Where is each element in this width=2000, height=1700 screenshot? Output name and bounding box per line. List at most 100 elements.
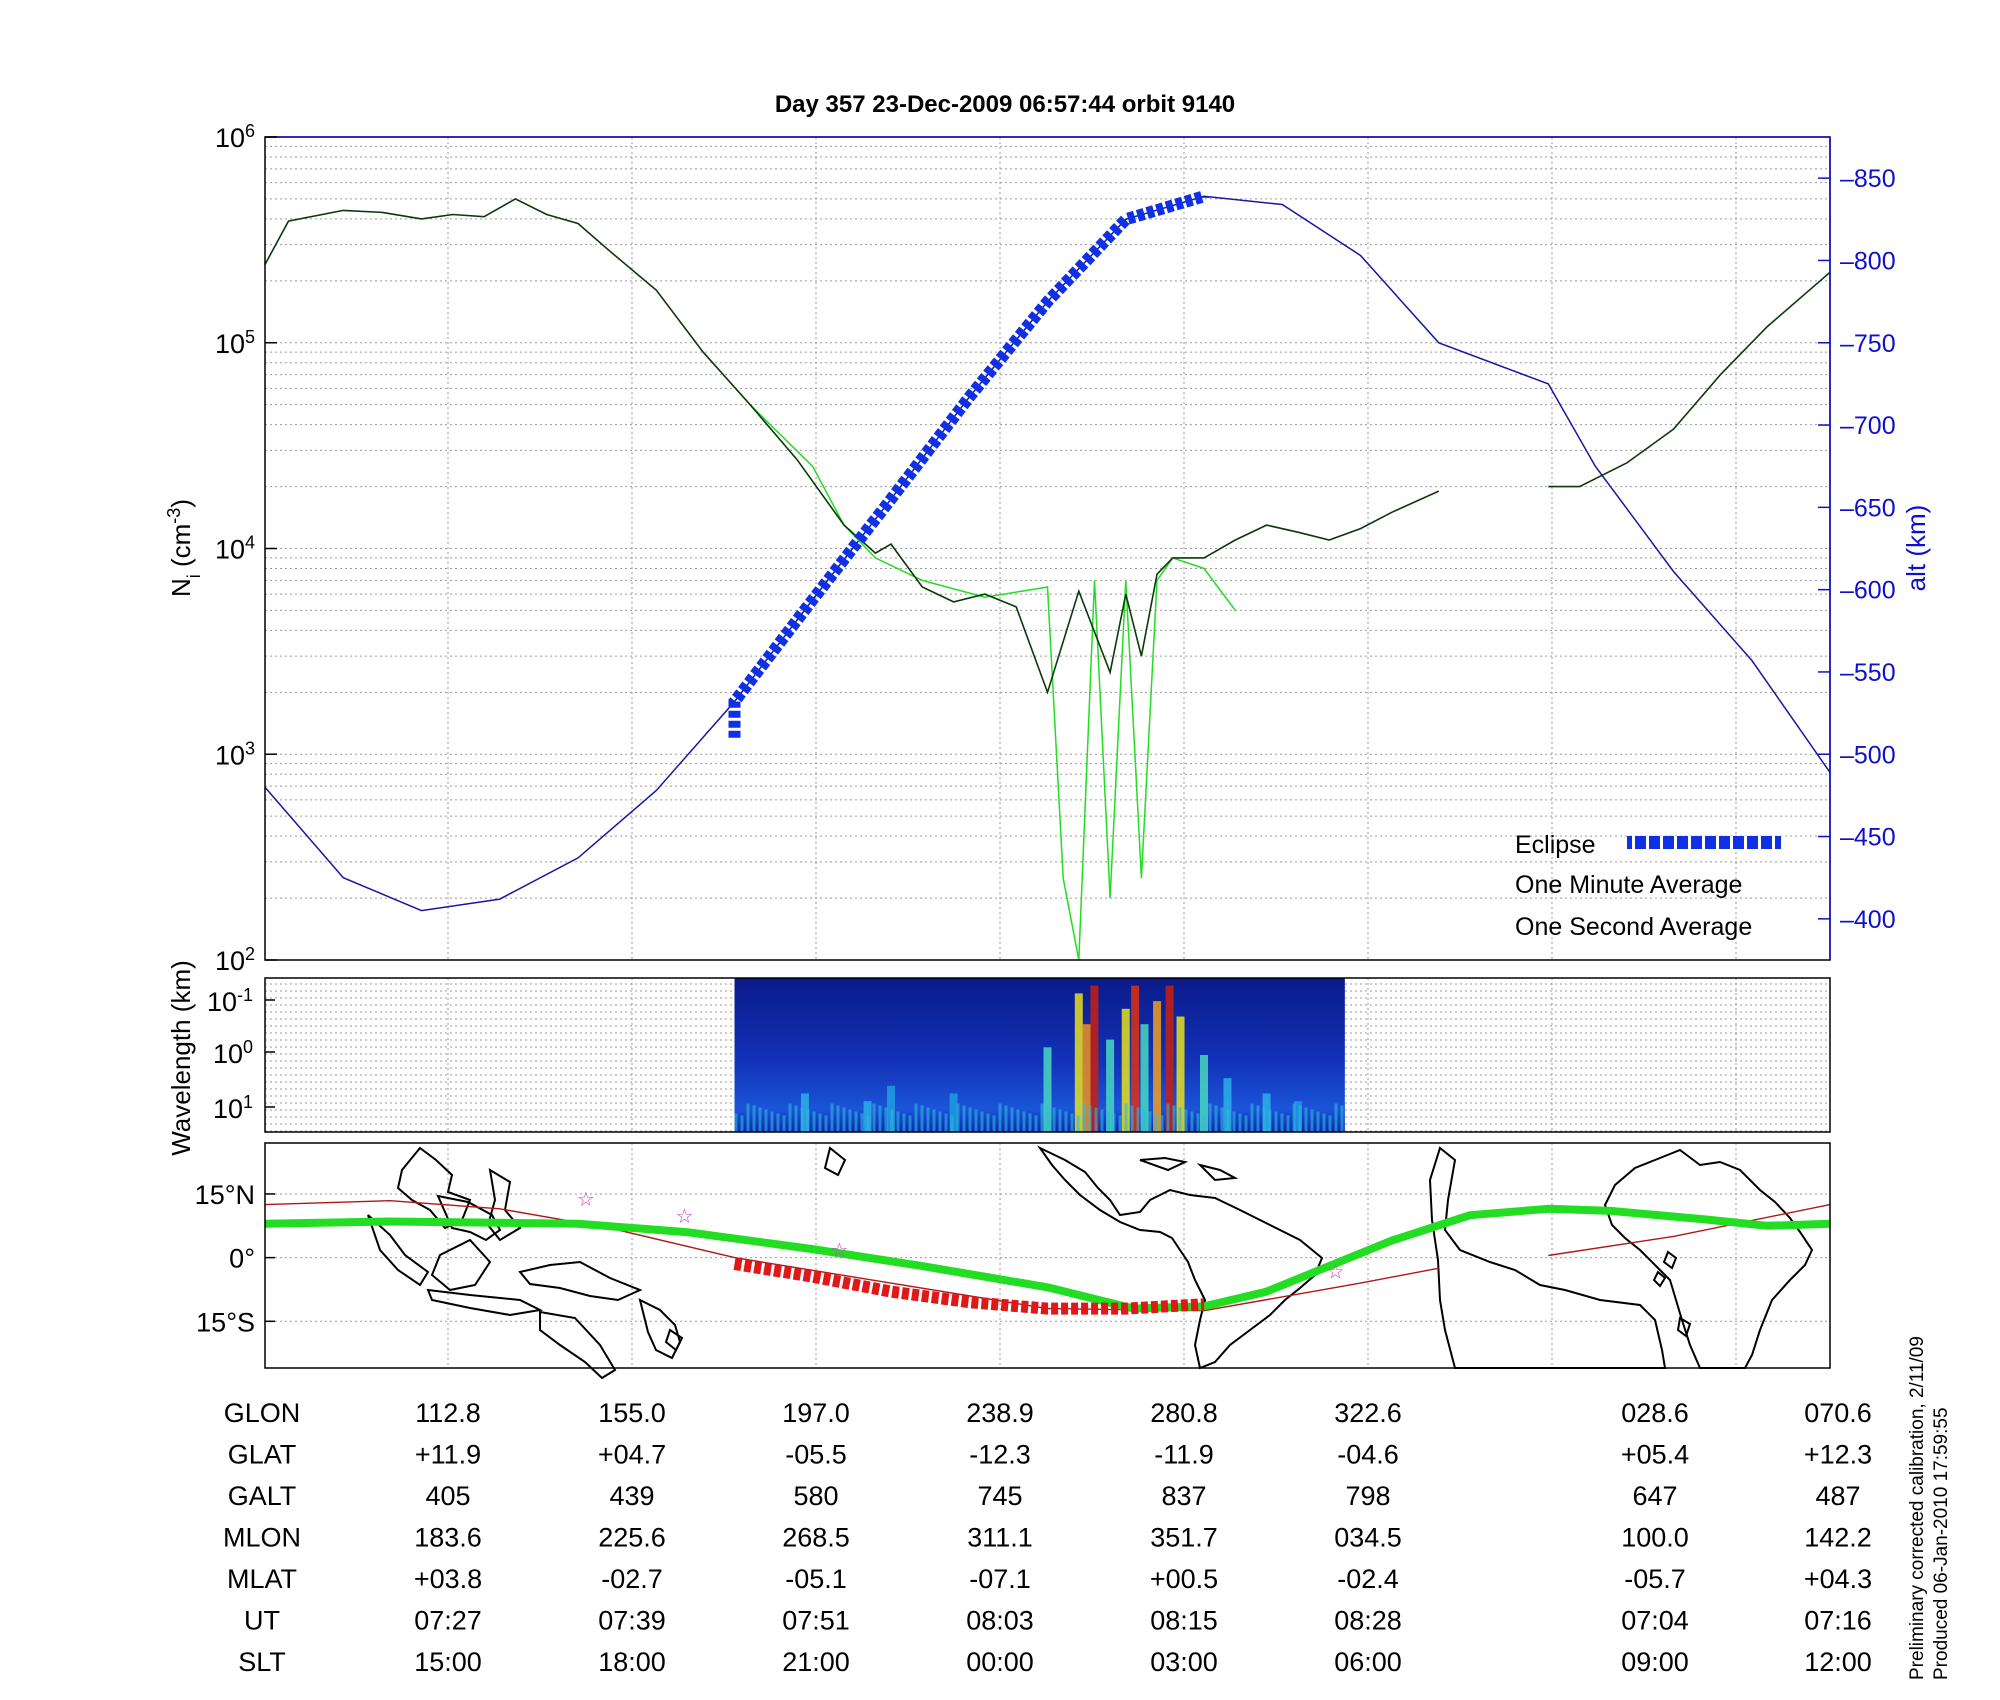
left-tick-label: 104 <box>215 533 255 565</box>
spectrogram-base-strip <box>1244 1115 1248 1132</box>
spectrogram-base-strip <box>986 1113 990 1132</box>
spectrogram-panel: 10-1 100 101 Wavelength (km) <box>166 960 1831 1156</box>
spectrogram-burst <box>1140 1024 1149 1132</box>
table-cell: 837 <box>1161 1481 1206 1511</box>
spectrogram-base-strip <box>1040 1103 1044 1132</box>
right-tick-label: –400 <box>1840 906 1896 934</box>
table-cell: -11.9 <box>1154 1440 1214 1470</box>
map-tracks <box>264 1199 1831 1315</box>
spectrogram-base-strip <box>824 1115 828 1132</box>
spectrogram-base-strip <box>1154 1113 1158 1132</box>
legend-dash-gap <box>1716 836 1719 849</box>
left-tick-label: 105 <box>215 327 255 359</box>
table-cell: 197.0 <box>782 1398 850 1428</box>
table-cell: 03:00 <box>1150 1647 1218 1677</box>
right-tick-label: –800 <box>1840 247 1896 275</box>
table-cell: -05.5 <box>785 1440 847 1470</box>
spectrogram-base-strip <box>872 1103 876 1132</box>
right-axis-ticks: –400 –450 –500 –550 –600 –650 –700 –750 –800 –850 <box>1818 165 1896 934</box>
spectrogram-base-strip <box>1112 1113 1116 1132</box>
wavelength-tick-label: 10-1 <box>207 985 253 1017</box>
spectrogram-base-strip <box>944 1113 948 1132</box>
right-tick-label: –750 <box>1840 330 1896 358</box>
legend-dash-gap <box>1646 836 1649 849</box>
spectrogram-base-strip <box>1184 1109 1188 1132</box>
wavelength-tick-label: 100 <box>213 1037 253 1069</box>
spectrogram-burst <box>1223 1078 1232 1132</box>
spectrogram-base-strip <box>974 1109 978 1132</box>
legend: Eclipse One Minute Average One Second Av… <box>1515 831 1781 941</box>
spectrogram-ticks: 10-1 100 101 <box>207 985 275 1124</box>
map-lat-ticks: 15°N 0° 15°S <box>195 1180 275 1337</box>
table-cell: 07:39 <box>598 1606 666 1636</box>
spectrogram-base-strip <box>1052 1107 1056 1132</box>
spectrogram-base-strip <box>1136 1107 1140 1132</box>
table-cell: 07:04 <box>1621 1606 1689 1636</box>
spectrogram-base-strip <box>1016 1109 1020 1132</box>
spectrogram-base-strip <box>1100 1109 1104 1132</box>
table-cell: +04.3 <box>1804 1564 1872 1594</box>
spectrogram-base-strip <box>1304 1107 1308 1132</box>
one-minute-series-2 <box>1548 271 1831 488</box>
legend-dash-gap <box>1758 836 1761 849</box>
one-minute-series <box>264 197 1440 695</box>
spectrogram-base-strip <box>1076 1115 1080 1132</box>
spectrogram-burst <box>887 1085 895 1132</box>
spectrogram-base-strip <box>860 1113 864 1132</box>
spectrogram-base-strip <box>1340 1105 1344 1132</box>
spectrogram-burst <box>1082 1024 1091 1132</box>
table-cell: 100.0 <box>1621 1523 1689 1553</box>
spectrogram-base-strip <box>740 1115 744 1132</box>
map-lat-tick-label: 15°S <box>196 1307 255 1337</box>
map-grid <box>265 1143 1830 1368</box>
spectrogram-base-strip <box>884 1107 888 1132</box>
table-cell: +04.7 <box>598 1440 666 1470</box>
legend-dash-gap <box>1730 836 1733 849</box>
table-cell: 280.8 <box>1150 1398 1218 1428</box>
spectrogram-base-strip <box>902 1113 906 1132</box>
spectrogram-base-strip <box>866 1115 870 1132</box>
legend-dash-gap <box>1688 836 1691 849</box>
left-axis-ticks: 102 103 104 105 106 <box>215 121 277 976</box>
right-tick-label: –600 <box>1840 577 1896 605</box>
table-cell: 07:51 <box>782 1606 850 1636</box>
spectrogram-base-strip <box>752 1105 756 1132</box>
table-cell: 07:27 <box>414 1606 482 1636</box>
left-tick-label: 103 <box>215 738 255 770</box>
spectrogram-base-strip <box>854 1111 858 1132</box>
legend-dash-gap <box>1660 836 1663 849</box>
plot-title: Day 357 23-Dec-2009 06:57:44 orbit 9140 <box>775 91 1235 118</box>
spectrogram-base-strip <box>992 1115 996 1132</box>
table-cell: 142.2 <box>1804 1523 1872 1553</box>
spectrogram-base-strip <box>746 1103 750 1132</box>
table-cell: 112.8 <box>415 1398 481 1428</box>
spectrogram-base-strip <box>1334 1103 1338 1132</box>
spectrogram-base-strip <box>890 1109 894 1132</box>
table-cell: 028.6 <box>1621 1398 1689 1428</box>
table-cell: +05.4 <box>1621 1440 1689 1470</box>
table-row-label: GLON <box>224 1398 301 1428</box>
right-axis-label: alt (km) <box>1901 505 1931 592</box>
table-cell: 745 <box>977 1481 1022 1511</box>
table-cell: 09:00 <box>1621 1647 1689 1677</box>
table-cell: 647 <box>1632 1481 1677 1511</box>
wavelength-tick-label: 101 <box>213 1092 253 1124</box>
spectrogram-base-strip <box>1124 1103 1128 1132</box>
table-cell: 070.6 <box>1804 1398 1872 1428</box>
density-panel: 102 103 104 105 106 –400 –450 –500 –550 –600 –650… <box>164 121 1931 976</box>
spectrogram-base-strip <box>1256 1105 1260 1132</box>
spectrogram-burst <box>1165 985 1174 1132</box>
table-row-label: GLAT <box>228 1440 297 1470</box>
table-cell: -12.3 <box>969 1440 1031 1470</box>
spectrogram-base-strip <box>1046 1105 1050 1132</box>
spectrogram-base-strip <box>1286 1115 1290 1132</box>
spectrogram-base-strip <box>1322 1113 1326 1132</box>
density-grid <box>265 137 1830 961</box>
spectrogram-base-strip <box>830 1103 834 1132</box>
table-cell: -05.1 <box>785 1564 847 1594</box>
table-cell: 351.7 <box>1150 1523 1218 1553</box>
spectrogram-base-strip <box>1298 1105 1302 1132</box>
table-cell: 439 <box>609 1481 654 1511</box>
